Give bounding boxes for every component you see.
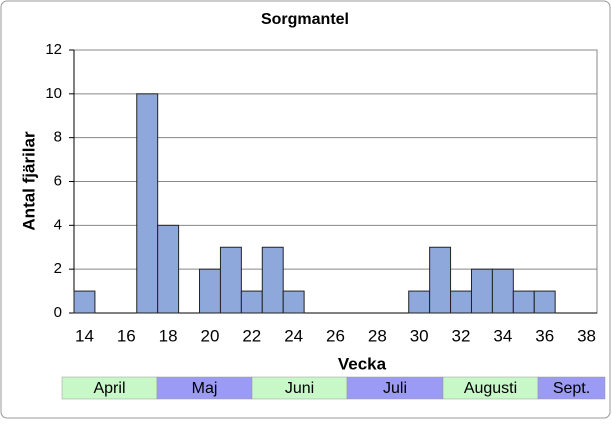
- month-band: [537, 376, 606, 400]
- month-label: April: [93, 380, 125, 397]
- bar: [282, 290, 305, 314]
- x-tick-label: 36: [535, 326, 554, 345]
- bar: [136, 93, 159, 314]
- bar: [219, 246, 242, 314]
- month-label: Juli: [383, 380, 407, 397]
- x-tick-label: 30: [410, 326, 429, 345]
- x-tick-label: 22: [242, 326, 261, 345]
- x-tick-label: 24: [284, 326, 303, 345]
- x-tick-label: 18: [159, 326, 178, 345]
- x-tick-label: 32: [452, 326, 471, 345]
- bar: [533, 290, 556, 314]
- chart-title: Sorgmantel: [261, 11, 349, 28]
- y-tick-label: 0: [54, 304, 62, 321]
- x-tick-label: 26: [326, 326, 345, 345]
- bar: [450, 290, 472, 314]
- y-tick-label: 2: [54, 260, 62, 277]
- y-tick-label: 10: [45, 85, 62, 102]
- bar: [261, 246, 284, 314]
- bar: [240, 290, 263, 314]
- x-tick-label: 14: [75, 326, 94, 345]
- y-tick-label: 12: [45, 41, 62, 58]
- month-label: Sept.: [553, 380, 590, 397]
- month-label: Juni: [285, 380, 314, 397]
- month-label: Augusti: [464, 380, 517, 397]
- bar: [408, 290, 431, 314]
- x-tick-label: 34: [493, 326, 512, 345]
- x-tick-label: 20: [201, 326, 220, 345]
- x-tick-label: 28: [368, 326, 387, 345]
- month-label: Maj: [192, 380, 218, 397]
- y-tick-label: 6: [54, 172, 62, 189]
- bar: [199, 268, 221, 314]
- x-tick-label: 38: [577, 326, 596, 345]
- x-tick-label: 16: [117, 326, 136, 345]
- bar: [491, 268, 514, 314]
- y-axis-title: Antal fjärilar: [19, 131, 38, 231]
- bar: [470, 268, 493, 314]
- bar: [429, 246, 452, 314]
- bar: [157, 224, 180, 314]
- x-axis-title: Vecka: [338, 354, 387, 373]
- bar: [512, 290, 535, 314]
- bar: [73, 290, 96, 314]
- y-tick-label: 8: [54, 129, 62, 146]
- y-tick-label: 4: [54, 216, 62, 233]
